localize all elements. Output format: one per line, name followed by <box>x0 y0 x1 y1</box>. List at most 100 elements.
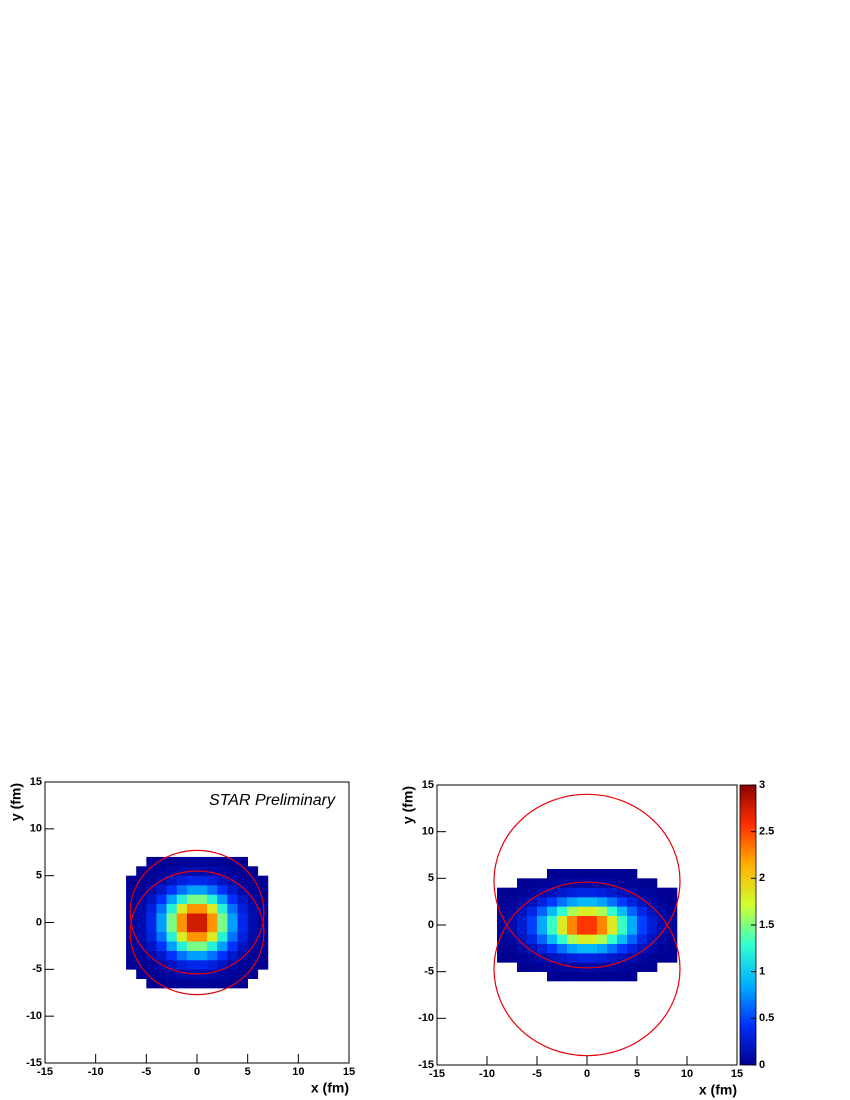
x-tick-label: 15 <box>731 1068 743 1080</box>
heat-cell <box>186 931 198 942</box>
heat-cell <box>597 934 608 944</box>
heat-cell <box>146 903 157 914</box>
heat-cell <box>507 953 518 963</box>
heat-cell <box>156 969 167 979</box>
heat-cell <box>617 953 628 963</box>
x-axis-label: x (fm) <box>311 1080 349 1096</box>
heat-cell <box>537 962 548 972</box>
heat-cell <box>497 887 508 898</box>
z-tick-label: 2 <box>759 872 765 884</box>
heat-cell <box>627 934 638 944</box>
heat-cell <box>166 922 178 933</box>
heat-cell <box>577 925 588 935</box>
heat-cell <box>537 934 548 944</box>
heat-cell <box>197 922 208 933</box>
heat-cell <box>517 953 528 963</box>
heat-cell <box>627 925 638 935</box>
heat-cell <box>197 950 208 961</box>
y-tick-label: 0 <box>428 919 434 931</box>
heat-cell <box>207 913 218 923</box>
heat-cell <box>587 869 598 879</box>
heat-cell <box>247 950 259 961</box>
x-tick-label: 10 <box>681 1068 693 1080</box>
plot-area <box>126 849 269 996</box>
x-tick-label: 0 <box>194 1066 200 1078</box>
heat-cell <box>176 941 188 951</box>
heat-cell <box>166 856 178 867</box>
heat-cell <box>587 887 598 898</box>
heat-cell <box>607 934 618 944</box>
heat-cell <box>257 903 269 914</box>
heat-cell <box>186 913 198 923</box>
heat-cell <box>156 913 167 923</box>
heat-cell <box>667 943 678 954</box>
heat-cell <box>667 915 678 926</box>
heat-cell <box>607 887 618 898</box>
heat-cell <box>507 906 518 916</box>
heat-cell <box>607 953 618 963</box>
heat-cell <box>517 915 528 926</box>
heat-cell <box>557 869 568 879</box>
heat-cell <box>627 953 638 963</box>
heat-cell <box>126 913 137 923</box>
heat-cell <box>156 950 167 961</box>
heat-cell <box>197 931 208 942</box>
heat-cell <box>507 915 518 926</box>
heat-cell <box>166 931 178 942</box>
heat-cell <box>156 941 167 951</box>
heat-cell <box>507 934 518 944</box>
heat-cell <box>617 887 628 898</box>
y-tick-label: 0 <box>36 916 42 928</box>
heat-cell <box>207 885 218 895</box>
heat-cell <box>166 875 178 886</box>
heat-cell <box>577 897 588 907</box>
heat-cell <box>176 969 188 979</box>
heat-cell <box>146 922 157 933</box>
heat-cell <box>247 931 259 942</box>
x-tick-label: -15 <box>37 1066 53 1078</box>
heat-cell <box>567 925 578 935</box>
heat-cell <box>227 913 238 923</box>
heat-cell <box>176 866 188 876</box>
heat-cell <box>237 922 248 933</box>
heat-cell <box>237 969 248 979</box>
x-tick-label: 5 <box>245 1066 251 1078</box>
heat-cell <box>597 943 608 954</box>
heat-cell <box>507 925 518 935</box>
heat-cell <box>587 962 598 972</box>
heat-cell <box>217 941 228 951</box>
x-axis-label: x (fm) <box>699 1082 737 1098</box>
heat-cell <box>667 906 678 916</box>
heat-cell <box>547 934 558 944</box>
heat-cell <box>166 959 178 970</box>
heat-cell <box>597 925 608 935</box>
heat-cell <box>517 925 528 935</box>
heat-cell <box>637 934 648 944</box>
heat-cell <box>126 922 137 933</box>
heat-cell <box>237 931 248 942</box>
heat-cell <box>176 885 188 895</box>
heat-cell <box>197 903 208 914</box>
y-axis-label: y (fm) <box>8 783 24 821</box>
heat-cell <box>607 925 618 935</box>
heat-cell <box>617 962 628 972</box>
heat-cell <box>207 894 218 905</box>
heat-cell <box>607 897 618 907</box>
y-tick-label: 5 <box>36 870 42 882</box>
heat-cell <box>146 969 157 979</box>
heat-cell <box>557 897 568 907</box>
heat-cell <box>217 950 228 961</box>
heat-cell <box>557 906 568 916</box>
heat-cell <box>587 943 598 954</box>
heat-cell <box>207 950 218 961</box>
heat-cell <box>217 931 228 942</box>
heat-cell <box>517 878 528 888</box>
heat-cell <box>207 903 218 914</box>
heat-cell <box>557 971 568 982</box>
heat-cell <box>136 866 147 876</box>
heat-cell <box>136 969 147 979</box>
heat-cell <box>227 866 238 876</box>
heat-cell <box>126 885 137 895</box>
heat-cell <box>207 959 218 970</box>
heat-cell <box>197 885 208 895</box>
